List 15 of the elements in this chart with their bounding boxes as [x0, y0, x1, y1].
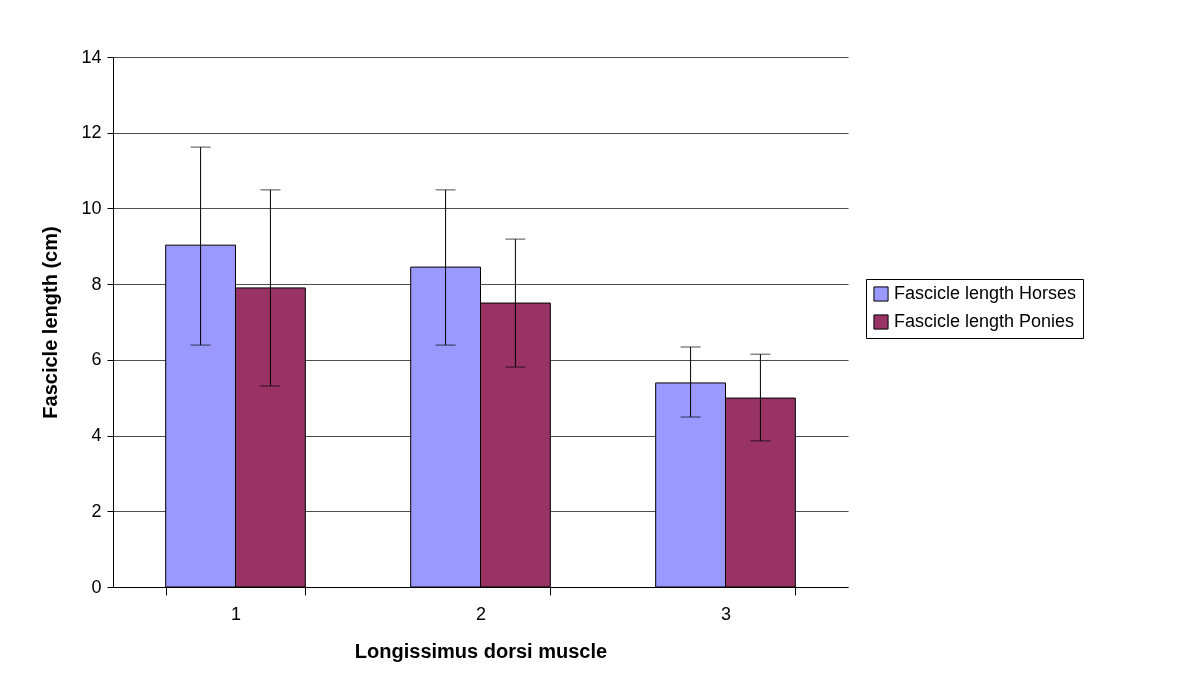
- y-tick-label: 0: [91, 576, 102, 597]
- y-axis-title: Fascicle length (cm): [39, 226, 62, 419]
- y-tick-label: 8: [91, 273, 102, 294]
- legend-label: Fascicle length Ponies: [894, 311, 1075, 331]
- x-tick-label: 3: [720, 603, 732, 624]
- y-tick-label: 14: [81, 46, 102, 67]
- y-tick-label: 6: [91, 349, 102, 370]
- legend-label: Fascicle length Horses: [894, 283, 1077, 303]
- x-tick-label: 1: [230, 603, 242, 624]
- x-tick-label: 2: [475, 603, 487, 624]
- y-tick-label: 4: [91, 425, 102, 446]
- y-tick-label: 2: [91, 500, 102, 521]
- x-axis-title: Longissimus dorsi muscle: [354, 639, 608, 662]
- y-tick-label: 12: [81, 122, 102, 143]
- y-tick-label: 10: [81, 197, 102, 218]
